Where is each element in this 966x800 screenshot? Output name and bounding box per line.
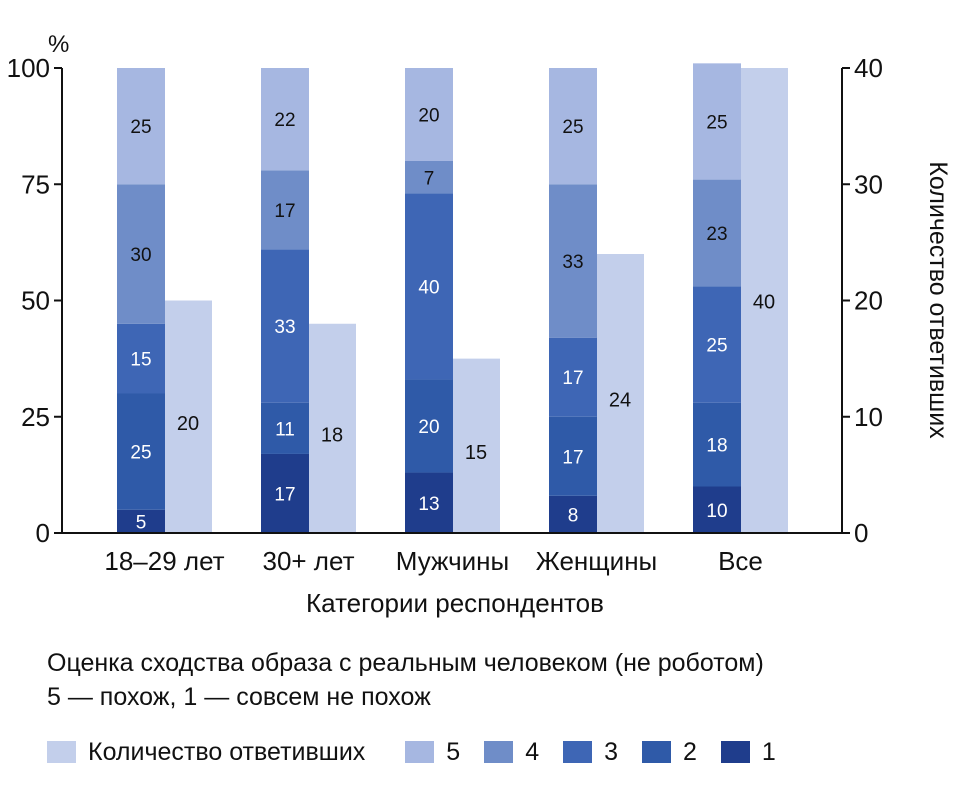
stack-label-cat-2-rating-2: 11 <box>275 419 295 440</box>
stack-bar-cat-5-rating-1 <box>693 486 741 533</box>
stack-bar-cat-3-rating-3 <box>405 193 453 380</box>
count-label-cat-5: 40 <box>753 292 775 314</box>
stack-label-cat-3-rating-2: 20 <box>418 417 439 438</box>
stack-label-cat-1-rating-1: 5 <box>136 512 147 533</box>
count-label-cat-3: 15 <box>465 442 487 464</box>
stack-bar-cat-5-rating-4 <box>693 179 741 287</box>
left-axis-unit-label: % <box>48 31 69 58</box>
x-tick-label-cat-3: Мужчины <box>396 546 509 576</box>
stack-bar-cat-2-rating-3 <box>261 249 309 403</box>
stack-label-cat-3-rating-1: 13 <box>418 494 439 515</box>
count-bar-cat-3 <box>452 358 500 533</box>
legend-swatch-count <box>47 741 76 763</box>
stack-bar-cat-3-rating-2 <box>405 379 453 473</box>
legend-swatch-5 <box>405 741 435 763</box>
stack-bar-cat-5-rating-5 <box>693 63 741 180</box>
count-label-cat-4: 24 <box>609 390 631 412</box>
legend-swatch-1 <box>720 741 750 763</box>
stack-label-cat-1-rating-3: 15 <box>130 350 151 371</box>
stack-bar-cat-4-rating-5 <box>549 68 597 185</box>
stack-label-cat-4-rating-1: 8 <box>568 505 579 526</box>
stack-label-cat-2-rating-4: 17 <box>274 201 295 222</box>
count-label-cat-1: 20 <box>177 413 199 435</box>
stack-bar-cat-3-rating-1 <box>405 472 453 533</box>
legend-label-count: Количество ответивших <box>88 737 366 766</box>
stack-label-cat-2-rating-5: 22 <box>274 110 295 131</box>
stack-label-cat-1-rating-5: 25 <box>130 117 151 138</box>
right-tick-label-40: 40 <box>854 53 883 83</box>
left-tick-label-100: 100 <box>7 53 50 83</box>
stack-bar-cat-3-rating-5 <box>405 68 453 161</box>
stacked-bar-chart: 20 5 25 15 30 25 18–29 лет 18 17 11 33 17 22 30+ лет 1… <box>7 31 952 618</box>
stack-label-cat-5-rating-1: 10 <box>706 501 727 522</box>
stack-bar-cat-5-rating-2 <box>693 402 741 487</box>
legend-swatch-4 <box>484 741 514 763</box>
stack-label-cat-3-rating-4: 7 <box>424 168 435 189</box>
stack-bar-cat-1-rating-3 <box>117 323 165 394</box>
legend-swatch-3 <box>563 741 593 763</box>
stack-bar-cat-4-rating-4 <box>549 184 597 338</box>
count-bar-cat-1 <box>164 300 212 533</box>
x-tick-label-cat-5: Все <box>718 546 763 576</box>
stack-bar-cat-2-rating-5 <box>261 68 309 171</box>
stack-label-cat-2-rating-3: 33 <box>274 317 295 338</box>
left-tick-label-25: 25 <box>21 402 50 432</box>
left-tick-label-0: 0 <box>36 518 50 548</box>
stack-bar-cat-5-rating-3 <box>693 286 741 403</box>
stack-bar-cat-1-rating-2 <box>117 393 165 510</box>
legend-label-4: 4 <box>525 737 540 766</box>
right-axis-title: Количество ответивших <box>924 161 952 439</box>
x-tick-label-cat-1: 18–29 лет <box>104 546 224 576</box>
legend-label-2: 2 <box>683 737 697 766</box>
right-tick-label-0: 0 <box>854 518 868 548</box>
stack-label-cat-4-rating-3: 17 <box>562 368 583 389</box>
legend-label-1: 1 <box>761 737 776 766</box>
stack-bar-cat-4-rating-1 <box>549 495 597 533</box>
count-label-cat-2: 18 <box>321 424 343 446</box>
stack-label-cat-4-rating-4: 33 <box>562 252 583 273</box>
x-tick-label-cat-4: Женщины <box>536 546 657 576</box>
stack-bar-cat-2-rating-1 <box>261 453 309 533</box>
count-bar-cat-2 <box>308 323 356 533</box>
stack-bar-cat-1-rating-1 <box>117 509 165 533</box>
legend-label-5: 5 <box>446 737 461 766</box>
stack-label-cat-5-rating-5: 25 <box>706 112 727 133</box>
stack-label-cat-5-rating-2: 18 <box>706 436 727 457</box>
stack-bar-cat-3-rating-4 <box>405 161 453 194</box>
stack-bar-cat-1-rating-4 <box>117 184 165 324</box>
legend-swatch-2 <box>642 741 672 763</box>
right-tick-label-30: 30 <box>854 169 883 199</box>
count-bar-cat-4 <box>596 254 644 533</box>
stack-bar-cat-4-rating-3 <box>549 337 597 417</box>
stack-bar-cat-2-rating-2 <box>261 402 309 454</box>
stack-label-cat-4-rating-5: 25 <box>562 117 583 138</box>
stack-bar-cat-4-rating-2 <box>549 416 597 496</box>
stack-label-cat-3-rating-5: 20 <box>418 106 439 127</box>
x-tick-label-cat-2: 30+ лет <box>262 546 354 576</box>
rating-note-line-1: Оценка сходства образа с реальным челове… <box>47 649 764 677</box>
stack-label-cat-2-rating-1: 17 <box>274 484 295 505</box>
stack-label-cat-3-rating-3: 40 <box>418 278 439 299</box>
count-bar-cat-5 <box>740 68 788 533</box>
stack-label-cat-4-rating-2: 17 <box>562 447 583 468</box>
right-tick-label-20: 20 <box>854 286 883 316</box>
chart-legend: Количество ответивших 5 4 3 2 1 <box>47 736 776 768</box>
stack-label-cat-1-rating-4: 30 <box>130 245 151 266</box>
right-tick-label-10: 10 <box>854 402 883 432</box>
x-axis-title: Категории респондентов <box>306 588 604 618</box>
rating-note-line-2: 5 — похож, 1 — совсем не похож <box>47 683 431 711</box>
left-tick-label-50: 50 <box>21 286 50 316</box>
stack-bar-cat-1-rating-5 <box>117 68 165 185</box>
left-tick-label-75: 75 <box>21 169 50 199</box>
stack-bar-cat-2-rating-4 <box>261 170 309 250</box>
stack-label-cat-1-rating-2: 25 <box>130 443 151 464</box>
stack-label-cat-5-rating-3: 25 <box>706 336 727 357</box>
legend-label-3: 3 <box>604 737 619 766</box>
stack-label-cat-5-rating-4: 23 <box>706 224 727 245</box>
